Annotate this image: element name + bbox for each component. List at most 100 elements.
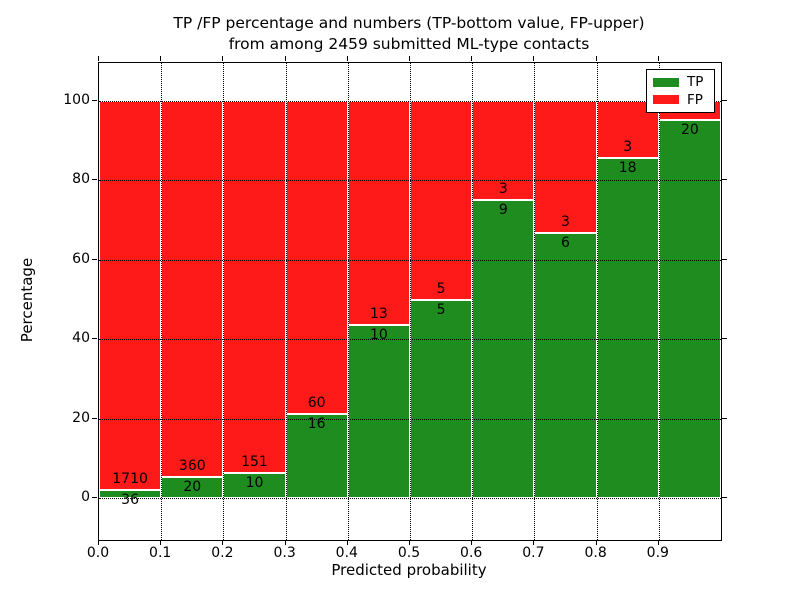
y-axis-label: Percentage xyxy=(18,257,36,343)
y-tick-mark-right xyxy=(722,338,727,340)
fp-count-label: 3 xyxy=(561,214,570,231)
y-tick-label: 100 xyxy=(63,92,90,109)
x-tick-mark-bottom xyxy=(595,540,597,545)
fp-bar-segment xyxy=(347,101,410,326)
legend-label-tp: TP xyxy=(687,74,704,91)
y-tick-label: 20 xyxy=(72,409,90,426)
tp-bar-segment xyxy=(534,233,597,498)
horizontal-gridline xyxy=(99,180,721,182)
tp-bar-segment xyxy=(285,414,348,498)
y-tick-mark-left xyxy=(92,100,97,102)
tp-count-label: 16 xyxy=(307,416,326,433)
y-tick-mark-left xyxy=(92,338,97,340)
x-tick-mark-top xyxy=(533,56,535,61)
y-tick-mark-right xyxy=(722,258,727,260)
x-tick-mark-top xyxy=(160,56,162,61)
fp-count-label: 60 xyxy=(307,395,326,412)
tp-count-label: 20 xyxy=(183,479,202,496)
x-tick-mark-top xyxy=(471,56,473,61)
x-tick-mark-top xyxy=(98,56,99,61)
x-tick-label: 0.5 xyxy=(397,545,421,561)
tp-bar-segment xyxy=(223,473,286,498)
fp-bar-segment xyxy=(161,101,224,478)
tp-count-label: 10 xyxy=(369,327,388,344)
y-tick-mark-right xyxy=(722,496,727,498)
vertical-gridline xyxy=(410,63,411,540)
horizontal-gridline xyxy=(99,497,721,499)
x-tick-label: 0.9 xyxy=(646,545,669,561)
chart-title-line1: TP /FP percentage and numbers (TP-bottom… xyxy=(173,14,645,32)
x-tick-mark-bottom xyxy=(657,540,659,545)
tp-swatch-icon xyxy=(653,77,679,87)
tp-count-label: 9 xyxy=(498,202,508,219)
vertical-gridline xyxy=(596,63,598,540)
vertical-gridline xyxy=(161,63,163,540)
x-tick-label: 0.6 xyxy=(460,545,483,561)
y-tick-mark-right xyxy=(722,417,727,419)
x-tick-mark-bottom xyxy=(160,540,162,545)
tp-count-label: 36 xyxy=(121,491,139,508)
y-tick-mark-right xyxy=(722,179,727,181)
horizontal-gridline xyxy=(99,259,721,261)
fp-count-label: 360 xyxy=(178,458,206,475)
vertical-gridline xyxy=(347,63,349,540)
chart-title-line2: from among 2459 submitted ML-type contac… xyxy=(228,35,590,53)
x-tick-label: 0.1 xyxy=(149,545,172,561)
x-tick-label: 0.7 xyxy=(522,545,545,561)
horizontal-gridline xyxy=(99,101,721,103)
horizontal-gridline xyxy=(99,418,721,420)
plot-area: 1710 36 360 20 151 10 60 16 13 10 5 5 3 9 3 6 3 18 20 xyxy=(98,62,722,541)
y-tick-mark-left xyxy=(92,496,97,498)
legend-item-tp: TP xyxy=(653,75,708,89)
y-tick-label: 40 xyxy=(72,330,90,347)
tp-bar-segment xyxy=(658,119,721,498)
tp-bar-segment xyxy=(410,299,473,498)
tp-count-label: 18 xyxy=(618,159,637,176)
tp-bar-segment xyxy=(347,325,410,498)
x-tick-mark-bottom xyxy=(222,540,224,545)
x-tick-mark-top xyxy=(346,56,348,61)
vertical-gridline xyxy=(472,63,474,540)
y-tick-mark-left xyxy=(92,258,97,260)
y-tick-label: 60 xyxy=(72,250,90,267)
y-tick-label: 0 xyxy=(81,488,90,505)
vertical-gridline xyxy=(658,63,660,540)
y-tick-mark-right xyxy=(722,100,727,102)
fp-bar-segment xyxy=(223,101,286,474)
x-tick-label: 0.0 xyxy=(86,545,110,561)
y-tick-mark-left xyxy=(92,179,97,181)
tp-bar-segment xyxy=(99,489,162,498)
fp-bar-segment xyxy=(285,101,348,415)
legend-label-fp: FP xyxy=(687,91,703,108)
x-tick-mark-bottom xyxy=(346,540,348,545)
x-tick-label: 0.8 xyxy=(584,545,607,561)
tp-bar-segment xyxy=(596,157,659,498)
x-tick-mark-top xyxy=(284,56,286,61)
x-tick-mark-top xyxy=(657,56,659,61)
tp-bar-segment xyxy=(472,200,535,498)
chart-title: TP /FP percentage and numbers (TP-bottom… xyxy=(98,13,720,55)
x-tick-label: 0.4 xyxy=(335,545,358,561)
fp-count-label: 13 xyxy=(369,306,388,323)
legend-item-fp: FP xyxy=(653,93,708,107)
tp-count-label: 5 xyxy=(436,301,446,318)
vertical-gridline xyxy=(285,63,287,540)
x-tick-mark-bottom xyxy=(98,540,99,545)
x-tick-mark-top xyxy=(409,56,410,61)
tp-count-label: 6 xyxy=(561,235,570,252)
tp-count-label: 20 xyxy=(680,121,699,138)
x-tick-mark-top xyxy=(595,56,597,61)
y-tick-mark-left xyxy=(92,417,97,419)
fp-count-label: 3 xyxy=(498,181,508,198)
fp-count-label: 151 xyxy=(241,454,268,471)
horizontal-gridline xyxy=(99,339,721,341)
x-tick-mark-bottom xyxy=(409,540,410,545)
vertical-gridline xyxy=(534,63,536,540)
fp-count-label: 1710 xyxy=(112,470,148,487)
fp-count-label: 3 xyxy=(623,138,633,155)
x-axis-label: Predicted probability xyxy=(331,561,487,579)
x-tick-mark-bottom xyxy=(471,540,473,545)
x-tick-label: 0.2 xyxy=(211,545,234,561)
fp-bar-segment xyxy=(410,101,473,300)
